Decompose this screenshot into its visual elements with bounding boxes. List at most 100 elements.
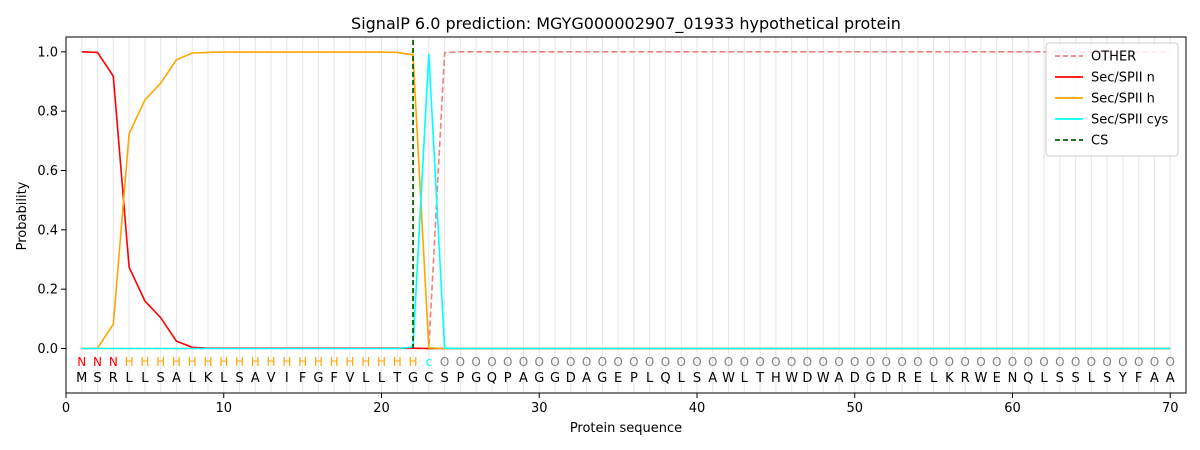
state-letter: H [377, 355, 386, 369]
series-line-sec-spii-n [81, 51, 1171, 350]
state-letter: O [1102, 355, 1111, 369]
state-letter: H [188, 355, 197, 369]
x-tick-label: 50 [846, 401, 863, 416]
state-letter: H [330, 355, 339, 369]
state-letter: O [535, 355, 544, 369]
state-letter: O [456, 355, 465, 369]
legend-label: Sec/SPII h [1091, 92, 1155, 107]
state-letter: O [913, 355, 922, 369]
state-letter: O [803, 355, 812, 369]
residue-letter: W [785, 371, 798, 386]
x-axis-label: Protein sequence [570, 421, 682, 436]
residue-letter: F [1135, 371, 1142, 386]
residue-letter: M [76, 371, 87, 386]
state-letter: O [645, 355, 654, 369]
residue-letter: S [1056, 371, 1064, 386]
residue-letter: S [235, 371, 243, 386]
residue-letter: P [504, 371, 512, 386]
residue-letter: D [802, 371, 812, 386]
state-letter: H [298, 355, 307, 369]
residue-letter: G [408, 371, 418, 386]
state-letter: H [235, 355, 244, 369]
residue-letter: A [251, 371, 260, 386]
residue-letter: F [330, 371, 337, 386]
y-tick-label: 0.6 [37, 164, 58, 179]
state-letter: O [1024, 355, 1033, 369]
residue-letter: S [93, 371, 101, 386]
residue-letter: G [597, 371, 607, 386]
residue-letter: L [741, 371, 749, 386]
state-letter: H [409, 355, 418, 369]
state-letter: H [361, 355, 370, 369]
residue-letter: A [708, 371, 717, 386]
legend-label: Sec/SPII n [1091, 71, 1155, 86]
residue-letter: L [930, 371, 938, 386]
state-letter: O [724, 355, 733, 369]
state-letter: O [866, 355, 875, 369]
residue-letter: G [550, 371, 560, 386]
axes: 0 10 20 30 40 50 60 70 0.0 0.2 0.4 0.6 0.8 1.0 [37, 36, 1187, 416]
residue-letter: Q [487, 371, 497, 386]
state-letter: O [818, 355, 827, 369]
state-letter: H [140, 355, 149, 369]
residue-letter: W [817, 371, 830, 386]
residue-letter: K [945, 371, 954, 386]
residue-letter: F [299, 371, 306, 386]
residue-letter: E [614, 371, 622, 386]
residue-letter: Q [1023, 371, 1033, 386]
legend-label: CS [1091, 134, 1108, 149]
state-letter: O [1118, 355, 1127, 369]
residue-letter: A [835, 371, 844, 386]
state-letter: H [219, 355, 228, 369]
residue-letter: S [1071, 371, 1079, 386]
residue-letter: R [109, 371, 118, 386]
residue-letter: L [125, 371, 133, 386]
x-tick-label: 20 [373, 401, 390, 416]
residue-letter: D [850, 371, 860, 386]
residue-letter: A [519, 371, 528, 386]
residue-letter: P [456, 371, 464, 386]
residue-letter: W [722, 371, 735, 386]
state-letter: O [471, 355, 480, 369]
residue-letter: S [157, 371, 165, 386]
state-letter: H [203, 355, 212, 369]
state-letter: O [692, 355, 701, 369]
residue-letter: Y [1118, 371, 1127, 386]
residue-letter: L [141, 371, 149, 386]
state-letter: O [676, 355, 685, 369]
residue-letter: A [1150, 371, 1159, 386]
residue-letter: H [771, 371, 781, 386]
y-tick-label: 0.2 [37, 283, 58, 298]
state-letter: H [314, 355, 323, 369]
state-letter: O [613, 355, 622, 369]
state-letter: H [393, 355, 402, 369]
state-letter: O [976, 355, 985, 369]
legend-label: Sec/SPII cys [1091, 113, 1169, 128]
state-letter: O [1008, 355, 1017, 369]
state-letter: O [897, 355, 906, 369]
residue-letter: L [1088, 371, 1096, 386]
state-letter: H [267, 355, 276, 369]
residue-letter: W [974, 371, 987, 386]
residue-letter: L [1040, 371, 1048, 386]
residue-letter: V [345, 371, 354, 386]
state-letter: O [882, 355, 891, 369]
residue-letter: L [378, 371, 386, 386]
state-letter: O [629, 355, 638, 369]
state-letter: N [93, 355, 102, 369]
residue-letter: D [881, 371, 891, 386]
residue-letter: L [646, 371, 654, 386]
residue-letter: S [1103, 371, 1111, 386]
y-tick-label: 0.8 [37, 105, 58, 120]
residue-letter: K [204, 371, 213, 386]
state-letter: O [708, 355, 717, 369]
y-tick-label: 0.0 [37, 342, 58, 357]
axes-frame [65, 36, 1187, 394]
legend: OTHER Sec/SPII n Sec/SPII h Sec/SPII cys CS [1045, 42, 1179, 157]
state-letter: O [992, 355, 1001, 369]
state-letter: N [109, 355, 118, 369]
state-letter: O [582, 355, 591, 369]
residue-letter: L [362, 371, 370, 386]
state-letter: O [1150, 355, 1159, 369]
